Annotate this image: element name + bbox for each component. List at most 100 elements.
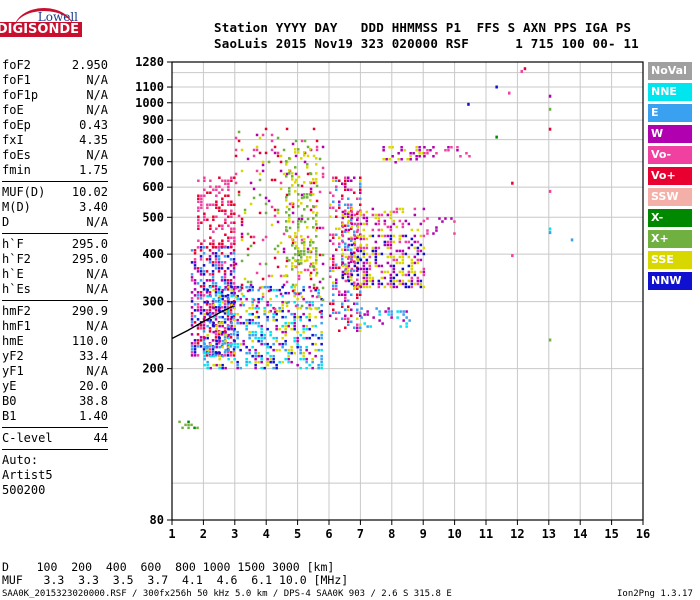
echo-point <box>377 216 381 220</box>
echo-point <box>218 354 221 358</box>
echo-point <box>335 233 338 236</box>
echo-point <box>203 239 206 242</box>
echo-point <box>365 258 369 262</box>
echo-point <box>426 229 429 232</box>
echo-point <box>242 303 245 307</box>
echo-point <box>264 196 268 200</box>
echo-point <box>226 315 230 318</box>
echo-point <box>224 309 227 313</box>
echo-point <box>401 261 405 265</box>
echo-point <box>245 363 248 367</box>
echo-point <box>279 169 283 173</box>
echo-point <box>419 279 423 283</box>
echo-point <box>278 348 281 352</box>
echo-point <box>214 315 218 318</box>
echo-point <box>199 306 203 309</box>
echo-point <box>405 316 408 319</box>
echo-point <box>366 310 369 313</box>
echo-point <box>299 333 302 337</box>
echo-point <box>193 249 197 252</box>
echo-point <box>353 176 356 179</box>
param-value: N/A <box>86 364 108 378</box>
echo-point <box>270 139 274 143</box>
logo-digisonde: DIGISONDE <box>0 22 82 37</box>
echo-point <box>308 351 311 355</box>
echo-point <box>240 235 244 239</box>
echo-point <box>223 342 227 345</box>
echo-point <box>261 295 265 299</box>
echo-point <box>353 230 356 233</box>
echo-point <box>229 273 233 276</box>
echo-point <box>356 326 359 329</box>
echo-point <box>220 276 224 279</box>
echo-point <box>281 315 284 319</box>
echo-point <box>321 286 325 290</box>
echo-point <box>315 223 318 226</box>
echo-point <box>335 281 338 284</box>
echo-point <box>312 178 315 181</box>
echo-point <box>347 245 350 248</box>
echo-point <box>197 218 200 221</box>
echo-point <box>197 197 200 200</box>
param-value: 0.43 <box>79 118 108 132</box>
echo-point <box>233 339 236 343</box>
echo-point <box>341 261 345 265</box>
echo-point <box>402 310 405 313</box>
echo-point <box>278 360 281 364</box>
echo-point <box>236 294 239 298</box>
echo-point <box>300 139 304 143</box>
echo-point <box>193 354 197 357</box>
echo-point <box>249 202 253 206</box>
echo-point <box>282 283 286 287</box>
echo-point <box>312 226 315 229</box>
echo-point <box>297 277 301 281</box>
echo-point <box>214 318 218 321</box>
echo-point <box>344 299 347 302</box>
echo-point <box>389 225 393 229</box>
echo-point <box>312 205 315 208</box>
echo-point <box>303 241 306 244</box>
echo-point <box>335 176 338 179</box>
echo-point <box>432 232 435 235</box>
echo-point <box>203 215 206 218</box>
echo-point <box>306 196 309 199</box>
echo-point <box>332 287 335 290</box>
echo-point <box>297 217 301 221</box>
echo-point <box>371 234 375 238</box>
echo-point <box>368 279 372 283</box>
echo-point <box>212 203 215 206</box>
echo-point <box>347 197 350 200</box>
echo-point <box>356 293 359 296</box>
echo-point <box>199 294 203 297</box>
echo-point <box>285 226 288 229</box>
echo-point <box>350 282 354 286</box>
echo-point <box>209 318 212 322</box>
echo-point <box>389 210 393 214</box>
echo-point <box>233 306 236 310</box>
echo-point <box>347 323 350 326</box>
echo-point <box>312 265 315 268</box>
echo-point <box>347 305 350 308</box>
echo-point <box>217 261 221 264</box>
echo-point <box>287 351 290 355</box>
echo-point <box>267 199 271 203</box>
footer-distance-line: D 100 200 400 600 800 1000 1500 3000 [km… <box>2 560 335 574</box>
echo-point <box>344 230 347 233</box>
echo-point <box>422 252 426 256</box>
echo-point <box>296 342 299 346</box>
echo-point <box>312 262 315 265</box>
echo-point <box>282 148 286 152</box>
echo-point <box>208 330 212 333</box>
echo-point <box>377 285 381 289</box>
echo-point <box>320 312 323 316</box>
echo-point <box>456 149 459 152</box>
echo-point <box>377 246 381 250</box>
echo-point <box>338 290 341 293</box>
echo-point <box>432 146 435 149</box>
echo-point <box>236 333 239 337</box>
echo-point <box>206 218 209 221</box>
echo-point <box>245 351 248 355</box>
param-row: h`Es N/A <box>2 282 108 297</box>
echo-point <box>248 318 251 322</box>
echo-point <box>197 200 200 203</box>
